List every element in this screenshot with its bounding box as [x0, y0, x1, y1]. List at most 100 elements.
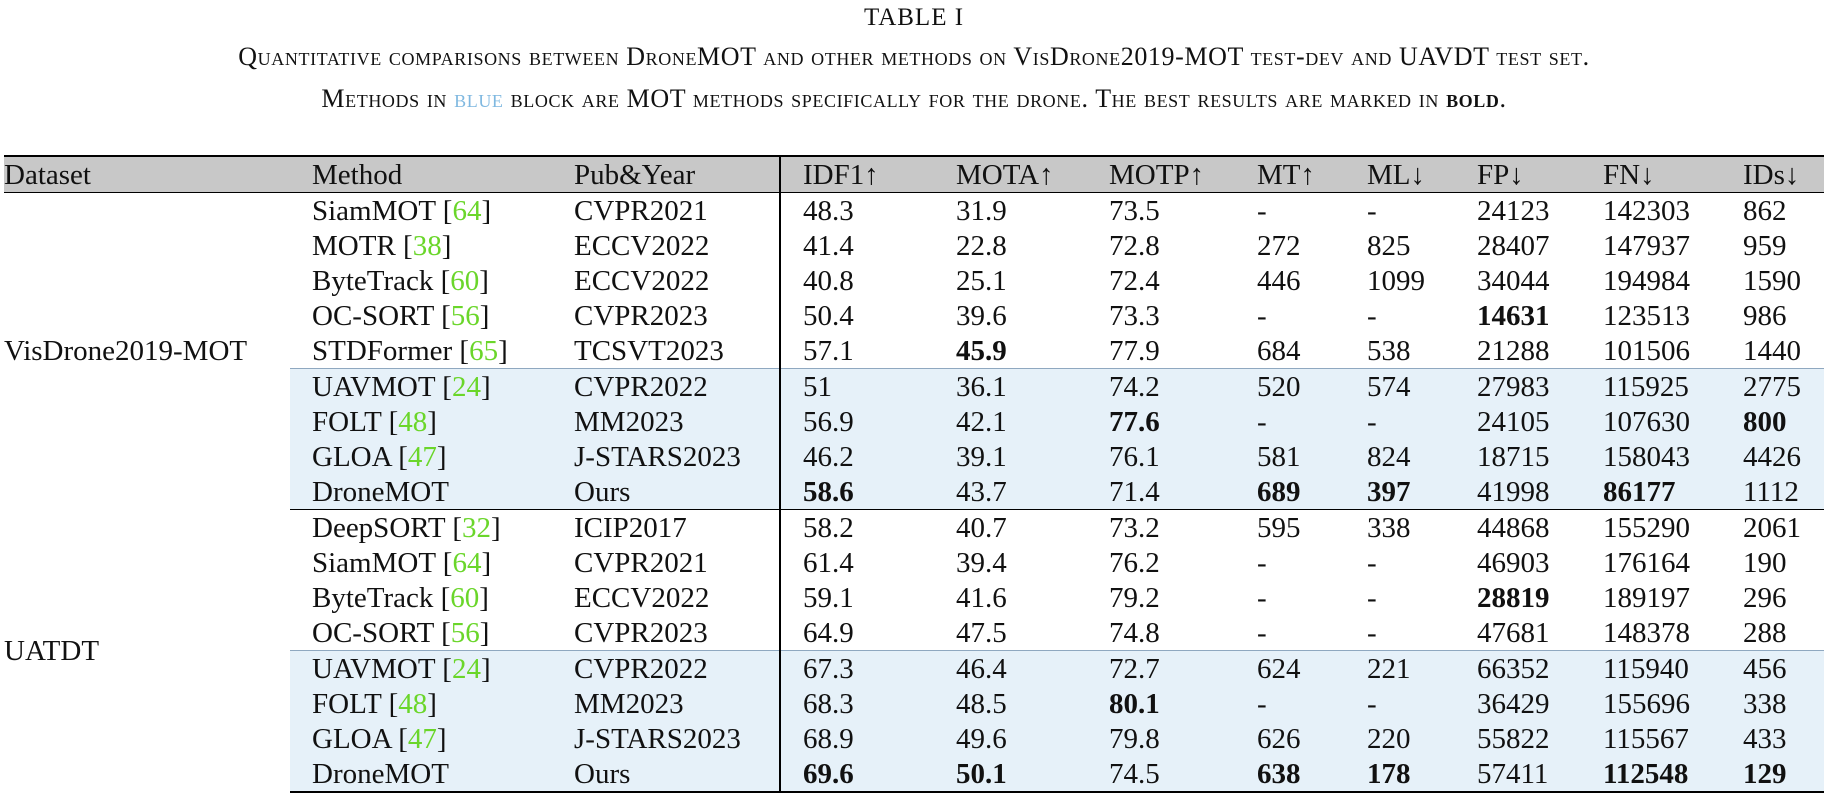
method-cell: UAVMOT [24]: [290, 368, 574, 404]
metric-cell-mt: 446: [1257, 263, 1367, 298]
table-row: GLOA [47] J-STARS2023 46.2 39.1 76.1 581 824 18…: [4, 439, 1824, 474]
citation-link[interactable]: 56: [450, 299, 480, 332]
metric-cell-ids: 1590: [1743, 263, 1824, 298]
metric-value: 76.2: [1109, 546, 1160, 579]
metric-value: 73.2: [1109, 511, 1160, 544]
citation-link[interactable]: 24: [451, 370, 481, 403]
metric-value: 61.4: [803, 546, 854, 579]
citation-link[interactable]: 38: [412, 229, 442, 262]
metric-value: 2775: [1743, 370, 1801, 403]
citation-link[interactable]: 47: [407, 722, 437, 755]
metric-value: 69.6: [803, 757, 854, 790]
metric-value: 1099: [1367, 264, 1425, 297]
header-row: Dataset Method Pub&Year IDF1↑ MOTA↑ MOTP…: [4, 156, 1824, 193]
metric-cell-ml: 397: [1367, 474, 1477, 510]
metric-value: 57.1: [803, 334, 854, 367]
metric-cell-ml: 178: [1367, 756, 1477, 793]
citation-link[interactable]: 56: [450, 616, 480, 649]
metric-cell-fp: 41998: [1477, 474, 1603, 510]
table-row: ByteTrack [60] ECCV2022 40.8 25.1 72.4 446 109…: [4, 263, 1824, 298]
metric-cell-fn: 194984: [1603, 263, 1743, 298]
metric-cell-mota: 43.7: [956, 474, 1109, 510]
metric-cell-motp: 72.7: [1109, 650, 1257, 686]
metric-cell-mota: 39.6: [956, 298, 1109, 333]
metric-value: 56.9: [803, 405, 854, 438]
metric-value: 42.1: [956, 405, 1007, 438]
metric-cell-idf1: 48.3: [779, 192, 956, 228]
table-caption: TABLE I Quantitative comparisons between…: [0, 0, 1828, 120]
citation-link[interactable]: 64: [452, 546, 482, 579]
metric-value: 25.1: [956, 264, 1007, 297]
metric-value: 77.6: [1109, 405, 1160, 438]
metric-cell-fp: 28819: [1477, 580, 1603, 615]
metric-value: 86177: [1603, 475, 1676, 508]
metric-cell-fn: 115567: [1603, 721, 1743, 756]
citation-link[interactable]: 60: [450, 264, 480, 297]
metric-value: 72.7: [1109, 652, 1160, 685]
pub-year-cell: CVPR2023: [574, 616, 708, 649]
dataset-cell: UATDT: [4, 634, 100, 667]
caption-blue-word: blue: [454, 84, 504, 113]
metric-cell-idf1: 68.3: [779, 686, 956, 721]
metric-cell-fn: 155290: [1603, 510, 1743, 546]
metric-cell-mt: 581: [1257, 439, 1367, 474]
metric-value: 41.4: [803, 229, 854, 262]
method-cell: ByteTrack [60]: [312, 264, 489, 297]
metric-value: 129: [1743, 757, 1787, 790]
metric-cell-fp: 24105: [1477, 404, 1603, 439]
method-cell: SiamMOT [64]: [312, 194, 492, 227]
metric-cell-motp: 73.5: [1109, 193, 1257, 229]
citation-link[interactable]: 24: [451, 652, 481, 685]
citation-link[interactable]: 32: [461, 511, 491, 544]
metric-value: -: [1367, 546, 1377, 579]
metric-value: 148378: [1603, 616, 1690, 649]
method-name: OC-SORT: [312, 616, 434, 649]
results-table: Dataset Method Pub&Year IDF1↑ MOTA↑ MOTP…: [4, 155, 1824, 793]
caption-line-2-end: .: [1499, 84, 1507, 113]
metric-cell-ids: 433: [1743, 721, 1824, 756]
metric-value: 64.9: [803, 616, 854, 649]
citation-link[interactable]: 60: [450, 581, 480, 614]
metric-value: -: [1257, 405, 1267, 438]
method-cell: MOTR [38]: [312, 229, 452, 262]
method-name: STDFormer: [312, 334, 453, 367]
pub-year-cell: CVPR2022: [574, 368, 780, 404]
citation-link[interactable]: 47: [407, 440, 437, 473]
pub-year-cell: ECCV2022: [574, 229, 710, 262]
metric-cell-motp: 74.2: [1109, 368, 1257, 404]
metric-value: 67.3: [803, 652, 854, 685]
method-cell: FOLT [48]: [290, 686, 574, 721]
pub-year-cell: ECCV2022: [574, 264, 710, 297]
method-cell: ByteTrack [60]: [312, 581, 489, 614]
citation-link[interactable]: 48: [398, 405, 428, 438]
metric-cell-ml: -: [1367, 298, 1477, 333]
citation-link[interactable]: 48: [398, 687, 428, 720]
method-cell: GLOA [47]: [290, 721, 574, 756]
metric-cell-mota: 31.9: [956, 193, 1109, 229]
metric-value: 47.5: [956, 616, 1007, 649]
pub-year-cell: TCSVT2023: [574, 334, 724, 367]
metric-cell-motp: 77.9: [1109, 333, 1257, 369]
metric-value: 574: [1367, 370, 1411, 403]
citation-link[interactable]: 64: [452, 194, 482, 227]
metric-value: 595: [1257, 511, 1301, 544]
metric-cell-ml: 824: [1367, 439, 1477, 474]
metric-value: 112548: [1603, 757, 1689, 790]
metric-value: -: [1367, 616, 1377, 649]
header-ids: IDs↓: [1743, 158, 1800, 191]
metric-cell-motp: 72.4: [1109, 263, 1257, 298]
metric-value: 72.8: [1109, 229, 1160, 262]
citation-link[interactable]: 65: [469, 334, 499, 367]
metric-cell-mota: 39.4: [956, 545, 1109, 580]
metric-value: 47681: [1477, 616, 1550, 649]
metric-cell-mota: 25.1: [956, 263, 1109, 298]
metric-cell-idf1: 46.2: [779, 439, 956, 474]
metric-value: -: [1257, 687, 1267, 720]
metric-value: 2061: [1743, 511, 1801, 544]
method-cell: OC-SORT [56]: [312, 299, 490, 332]
metric-cell-mt: -: [1257, 193, 1367, 229]
metric-value: 296: [1743, 581, 1787, 614]
metric-value: 800: [1743, 405, 1787, 438]
metric-value: 986: [1743, 299, 1787, 332]
metric-cell-fn: 101506: [1603, 333, 1743, 369]
